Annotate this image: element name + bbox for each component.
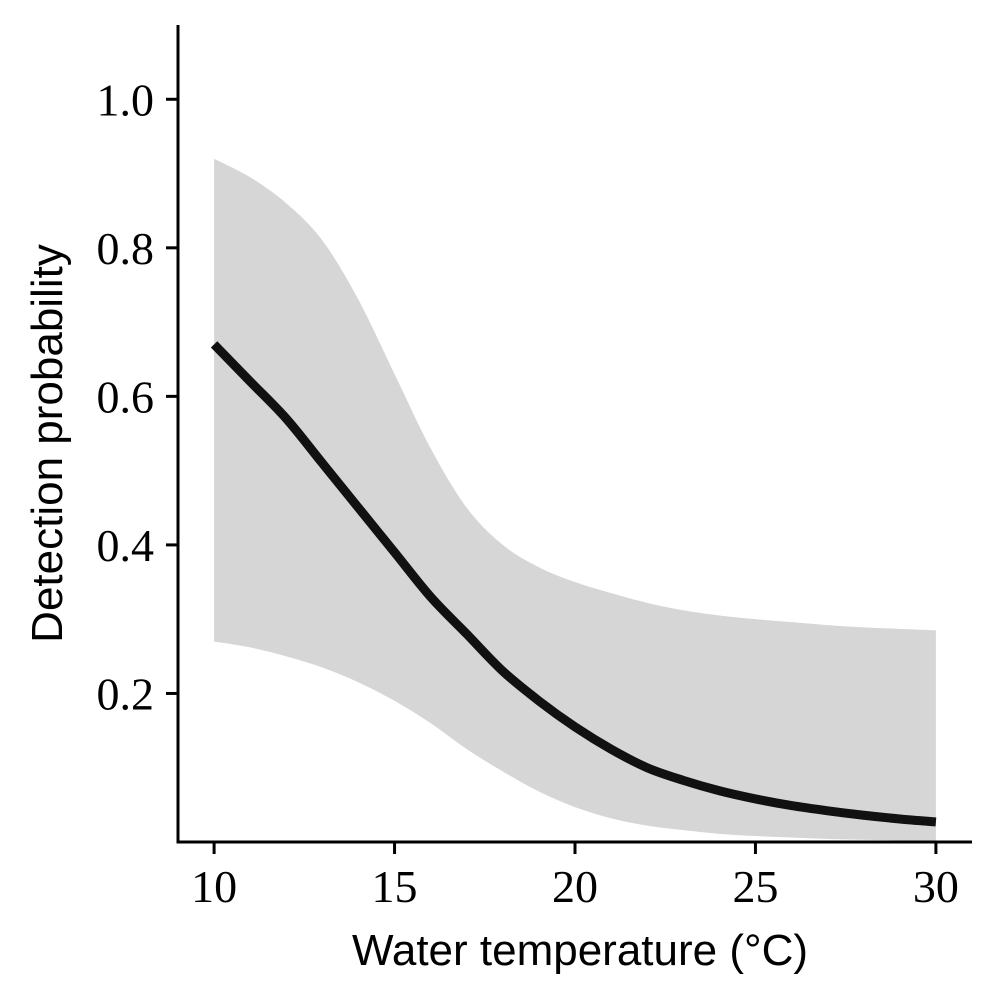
fitted-line — [210, 341, 937, 827]
plot-area — [210, 158, 937, 842]
x-axis-ticks: 10 15 20 25 30 — [191, 842, 959, 912]
confidence-ribbon — [214, 158, 936, 842]
y-axis-ticks: 0.2 0.4 0.6 0.8 1.0 — [97, 74, 178, 719]
x-tick-label: 30 — [913, 861, 959, 912]
x-tick-label: 25 — [732, 861, 778, 912]
x-tick-label: 10 — [191, 861, 237, 912]
y-tick-label: 0.8 — [97, 223, 155, 274]
y-tick-label: 0.4 — [97, 520, 155, 571]
y-tick-label: 0.6 — [97, 371, 155, 422]
y-axis-title: Detection probability — [23, 244, 72, 643]
y-tick-label: 0.2 — [97, 668, 155, 719]
y-tick-label: 1.0 — [97, 74, 155, 125]
x-axis-title: Water temperature (°C) — [352, 926, 808, 975]
x-tick-label: 20 — [552, 861, 598, 912]
x-tick-label: 15 — [372, 861, 418, 912]
axes: 0.2 0.4 0.6 0.8 1.0 10 15 20 25 30 — [97, 25, 972, 912]
